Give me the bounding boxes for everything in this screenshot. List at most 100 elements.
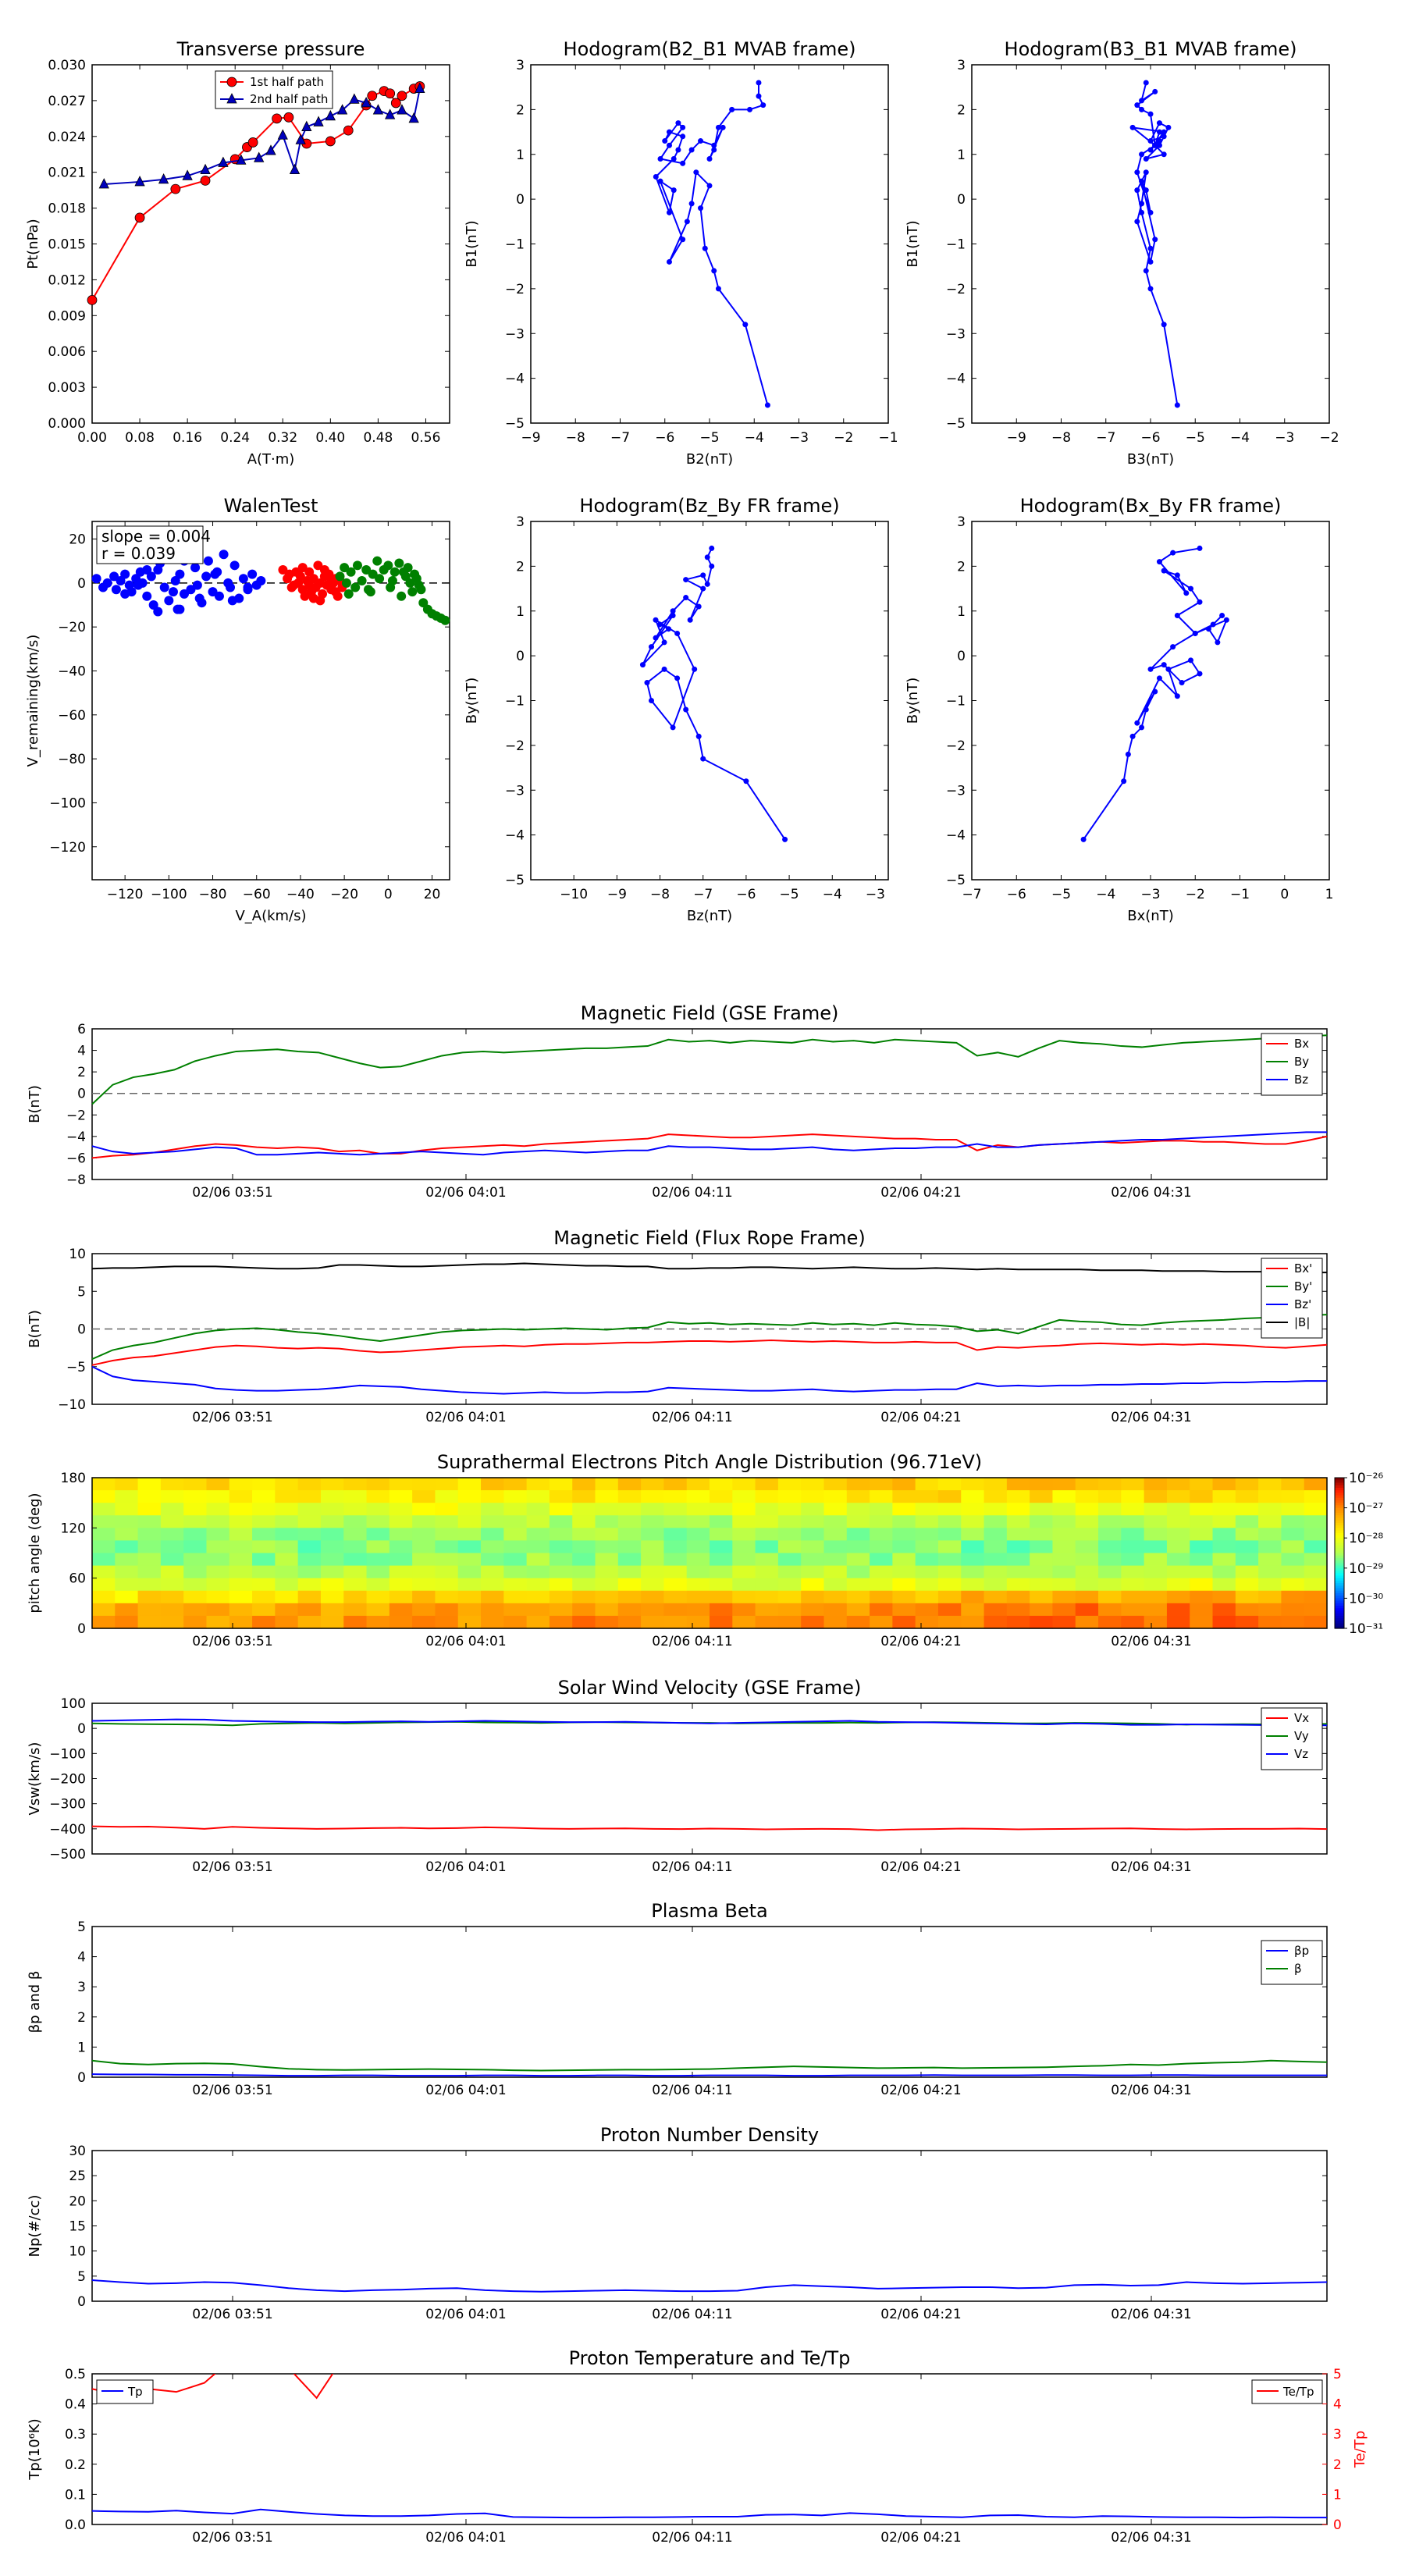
series-line-1 <box>91 1314 1328 1361</box>
data-point <box>200 176 211 186</box>
x-tick-label: 02/06 03:51 <box>192 1410 272 1425</box>
slope-annotation: slope = 0.004 <box>101 527 211 546</box>
heatmap-cell <box>549 1503 573 1516</box>
heatmap-cell <box>343 1565 368 1579</box>
data-point <box>702 245 708 251</box>
heatmap-cell <box>937 1490 962 1503</box>
heatmap-cell <box>755 1603 779 1617</box>
data-point <box>706 155 713 162</box>
heatmap-cell <box>206 1615 230 1629</box>
heatmap-cell <box>641 1540 665 1554</box>
heatmap-cell <box>572 1603 596 1617</box>
heatmap-cell <box>961 1478 985 1491</box>
heatmap-cell <box>1006 1578 1030 1592</box>
heatmap-cell <box>1235 1553 1259 1567</box>
x-tick-label: 02/06 04:21 <box>880 2307 961 2322</box>
heatmap-cell <box>1281 1478 1305 1491</box>
heatmap-cell <box>572 1553 596 1567</box>
heatmap-cell <box>686 1603 710 1617</box>
data-point <box>683 706 689 713</box>
heatmap-cell <box>1166 1578 1190 1592</box>
heatmap-cell <box>481 1615 504 1629</box>
series-line-2 <box>91 1365 1327 1395</box>
heatmap-cell <box>1166 1503 1190 1516</box>
y-tick-label: 0.4 <box>65 2397 86 2413</box>
heatmap-cell <box>846 1528 870 1542</box>
colorbar-segment <box>1335 1538 1344 1542</box>
data-point <box>283 112 294 123</box>
chart-title: WalenTest <box>224 495 318 517</box>
x-tick-label: −20 <box>330 887 358 902</box>
heatmap-cell <box>572 1515 596 1528</box>
data-point <box>1139 201 1145 207</box>
data-point <box>657 621 663 628</box>
heatmap-cell <box>275 1553 299 1567</box>
y-axis-label: Np(#/cc) <box>27 2195 43 2258</box>
heatmap-cell <box>1304 1515 1328 1528</box>
heatmap-cell <box>663 1565 688 1579</box>
chart-title: Suprathermal Electrons Pitch Angle Distr… <box>437 1451 982 1473</box>
heatmap-cell <box>526 1490 550 1503</box>
heatmap-cell <box>595 1590 619 1604</box>
colorbar-segment <box>1335 1493 1344 1496</box>
heatmap-cell <box>1006 1540 1030 1554</box>
heatmap-cell <box>1144 1603 1168 1617</box>
chart-vsw: Solar Wind Velocity (GSE Frame) 02/06 03:… <box>27 1677 1328 1875</box>
heatmap-cell <box>1006 1590 1030 1604</box>
heatmap-cell <box>732 1503 756 1516</box>
y-tick-label: −5 <box>66 1360 86 1375</box>
heatmap-cell <box>710 1528 733 1542</box>
heatmap-cell <box>412 1503 436 1516</box>
heatmap-cell <box>1030 1503 1054 1516</box>
heatmap-cell <box>160 1503 184 1516</box>
data-point <box>295 133 306 144</box>
data-point <box>265 144 276 155</box>
heatmap-cell <box>1235 1603 1259 1617</box>
heatmap-cell <box>801 1603 825 1617</box>
heatmap-cell <box>846 1615 870 1629</box>
heatmap-cell <box>481 1503 504 1516</box>
heatmap-cell <box>732 1515 756 1528</box>
heatmap-cell <box>1052 1553 1076 1567</box>
colorbar-segment <box>1335 1522 1344 1526</box>
heatmap-cell <box>801 1540 825 1554</box>
heatmap-cell <box>984 1478 1008 1491</box>
x-tick-label: −5 <box>780 887 799 902</box>
heatmap-cell <box>1212 1515 1236 1528</box>
heatmap-cell <box>252 1515 276 1528</box>
heatmap-cell <box>710 1503 733 1516</box>
heatmap-cell <box>870 1603 893 1617</box>
colorbar-segment <box>1335 1606 1344 1609</box>
heatmap-cell <box>183 1503 208 1516</box>
heatmap-cell <box>732 1478 756 1491</box>
heatmap-cell <box>229 1553 253 1567</box>
data-point <box>700 756 706 762</box>
data-point <box>720 124 726 130</box>
x-tick-label: 02/06 04:01 <box>425 2307 506 2322</box>
colorbar-segment <box>1335 1530 1344 1534</box>
data-point <box>657 155 663 162</box>
data-point <box>684 219 690 225</box>
y-axis-label: B(nT) <box>27 1310 43 1348</box>
y-tick-label: 1 <box>77 2040 86 2055</box>
heatmap-cell <box>1166 1490 1190 1503</box>
heatmap-cell <box>297 1540 322 1554</box>
chart-mfgse: Magnetic Field (GSE Frame) 02/06 03:51 02/… <box>27 1002 1328 1201</box>
heatmap-cell <box>915 1615 939 1629</box>
heatmap-cell <box>343 1590 368 1604</box>
data-point <box>208 587 218 597</box>
data-point <box>142 591 152 601</box>
y-tick-label: 0.006 <box>48 344 86 360</box>
heatmap-cell <box>1281 1515 1305 1528</box>
data-point <box>711 268 717 274</box>
y-tick-label: −1 <box>505 237 525 253</box>
heatmap-cell <box>617 1615 642 1629</box>
heatmap-cell <box>1235 1503 1259 1516</box>
colorbar-segment <box>1335 1578 1344 1582</box>
heatmap-cell <box>732 1603 756 1617</box>
heatmap-cell <box>663 1490 688 1503</box>
colorbar-segment <box>1335 1490 1344 1493</box>
heatmap-cell <box>710 1515 733 1528</box>
x-tick-label: −40 <box>286 887 315 902</box>
y-tick-label: −5 <box>505 416 525 432</box>
